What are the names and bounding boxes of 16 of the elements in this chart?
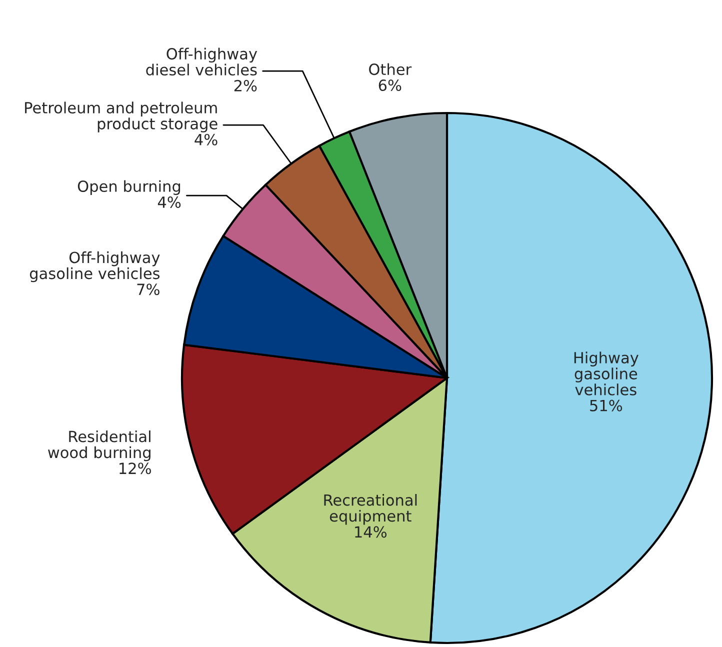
data-label: 4% — [158, 196, 181, 208]
slice-label: Recreational equipment — [324, 494, 417, 525]
slice-label: Off-highway diesel vehicles — [146, 48, 258, 76]
slice-label: Highway gasoline vehicles — [574, 352, 638, 396]
slice-label: Other — [369, 63, 412, 76]
slice-label: Petroleum and petroleum product storage — [25, 102, 218, 132]
slice-label: Off-highway gasoline vehicles — [30, 251, 160, 282]
data-label: 2% — [234, 80, 257, 92]
data-label: 6% — [378, 80, 402, 92]
data-label: 12% — [120, 462, 151, 474]
slice-label: Open burning — [78, 180, 180, 195]
data-label: 7% — [137, 284, 160, 296]
data-label: 14% — [355, 526, 387, 538]
data-label: 4% — [194, 134, 218, 146]
slice-label: Residential wood burning — [48, 430, 150, 462]
data-label: 51% — [590, 400, 622, 412]
